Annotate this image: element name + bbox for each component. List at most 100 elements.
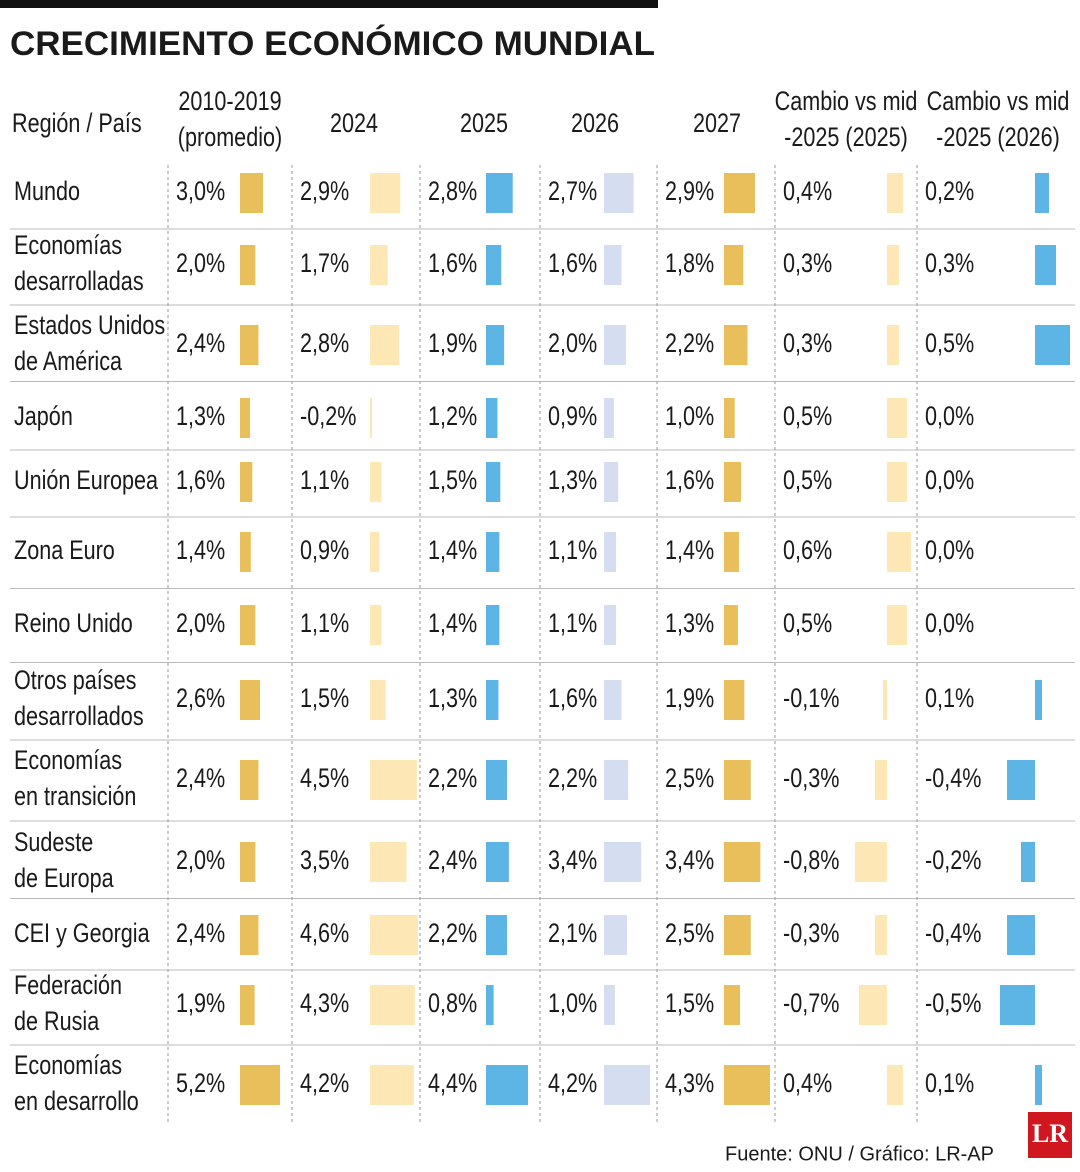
value-bar — [855, 842, 887, 882]
value-bar — [240, 1065, 280, 1105]
value-label: -0,7% — [783, 989, 839, 1019]
value-bar — [240, 680, 260, 720]
source: Fuente: ONU / Gráfico: LR-AP — [725, 1143, 994, 1165]
value-bar — [370, 760, 417, 800]
value-bar — [370, 985, 415, 1025]
value-bar — [604, 760, 629, 800]
value-label: 1,3% — [176, 402, 225, 432]
value-bar — [240, 173, 264, 213]
value-label: 0,6% — [783, 536, 832, 566]
value-label: 1,9% — [428, 329, 477, 359]
value-label: 1,4% — [176, 536, 225, 566]
value-bar — [875, 915, 887, 955]
value-label: 2,0% — [548, 329, 597, 359]
value-label: 2,9% — [300, 177, 349, 207]
value-label: 0,3% — [783, 249, 832, 279]
value-bar — [887, 398, 907, 438]
value-label: 2,6% — [176, 684, 225, 714]
value-label: 1,5% — [665, 989, 714, 1019]
value-bar — [604, 173, 634, 213]
value-bar — [240, 915, 259, 955]
value-label: 1,6% — [176, 466, 225, 496]
value-label: 1,2% — [428, 402, 477, 432]
value-label: 1,4% — [428, 536, 477, 566]
row-name: desarrollados — [14, 702, 144, 732]
value-label: 0,4% — [783, 1069, 832, 1099]
value-label: 2,2% — [548, 764, 597, 794]
value-label: 1,3% — [665, 609, 714, 639]
logo-box — [1028, 1112, 1072, 1158]
value-bar — [724, 398, 735, 438]
row-name: Economías — [14, 746, 122, 776]
value-label: 1,1% — [548, 609, 597, 639]
value-bar — [883, 680, 887, 720]
row-name: Federación — [14, 971, 122, 1001]
row-name: Sudeste — [14, 828, 93, 858]
value-label: -0,8% — [783, 846, 839, 876]
value-label: 5,2% — [176, 1069, 225, 1099]
value-bar — [486, 915, 507, 955]
value-bar — [724, 680, 745, 720]
row-name: desarrolladas — [14, 267, 144, 297]
value-label: 1,3% — [428, 684, 477, 714]
value-bar — [240, 398, 250, 438]
value-bar — [604, 842, 642, 882]
value-bar — [604, 398, 614, 438]
value-bar — [486, 532, 500, 572]
value-label: 3,0% — [176, 177, 225, 207]
header-label: 2025 — [460, 109, 508, 139]
value-bar — [370, 1065, 414, 1105]
value-bar — [1035, 1065, 1042, 1105]
value-bar — [724, 915, 751, 955]
value-bar — [486, 842, 509, 882]
value-bar — [724, 605, 738, 645]
value-label: 2,4% — [176, 329, 225, 359]
row-name: Economías — [14, 1051, 122, 1081]
row-name: de Europa — [14, 864, 114, 894]
row-name: Economías — [14, 231, 122, 261]
value-label: 1,1% — [300, 609, 349, 639]
value-bar — [887, 325, 899, 365]
value-bar — [240, 760, 259, 800]
value-label: 0,4% — [783, 177, 832, 207]
value-bar — [1035, 245, 1056, 285]
value-bar — [724, 325, 748, 365]
value-label: 4,2% — [300, 1069, 349, 1099]
value-label: 4,6% — [300, 919, 349, 949]
value-bar — [724, 532, 739, 572]
value-bar — [724, 760, 751, 800]
value-bar — [370, 915, 418, 955]
value-bar — [887, 462, 907, 502]
header-label: Cambio vs mid — [927, 87, 1070, 117]
header-label: Región / País — [12, 109, 142, 139]
value-bar — [240, 462, 253, 502]
value-label: 0,2% — [925, 177, 974, 207]
value-bar — [370, 173, 401, 213]
row-name: Unión Europea — [14, 466, 158, 496]
value-label: 1,7% — [300, 249, 349, 279]
value-label: 0,9% — [300, 536, 349, 566]
value-bar — [370, 680, 386, 720]
value-label: 1,6% — [428, 249, 477, 279]
header-label: 2024 — [330, 109, 378, 139]
title: CRECIMIENTO ECONÓMICO MUNDIAL — [10, 25, 655, 63]
value-bar — [370, 245, 388, 285]
value-label: -0,4% — [925, 764, 981, 794]
value-bar — [604, 680, 622, 720]
value-label: 1,8% — [665, 249, 714, 279]
value-bar — [604, 532, 617, 572]
row-name: CEI y Georgia — [14, 919, 150, 949]
header-label: Cambio vs mid — [775, 87, 918, 117]
value-label: 1,6% — [548, 249, 597, 279]
value-bar — [724, 462, 742, 502]
value-label: 2,0% — [176, 249, 225, 279]
row-name: de Rusia — [14, 1007, 100, 1037]
value-label: 0,0% — [925, 609, 974, 639]
value-label: 0,1% — [925, 684, 974, 714]
value-label: 1,3% — [548, 466, 597, 496]
value-label: 1,6% — [548, 684, 597, 714]
value-bar — [240, 325, 259, 365]
value-bar — [370, 532, 380, 572]
value-bar — [240, 985, 255, 1025]
value-bar — [370, 398, 373, 438]
